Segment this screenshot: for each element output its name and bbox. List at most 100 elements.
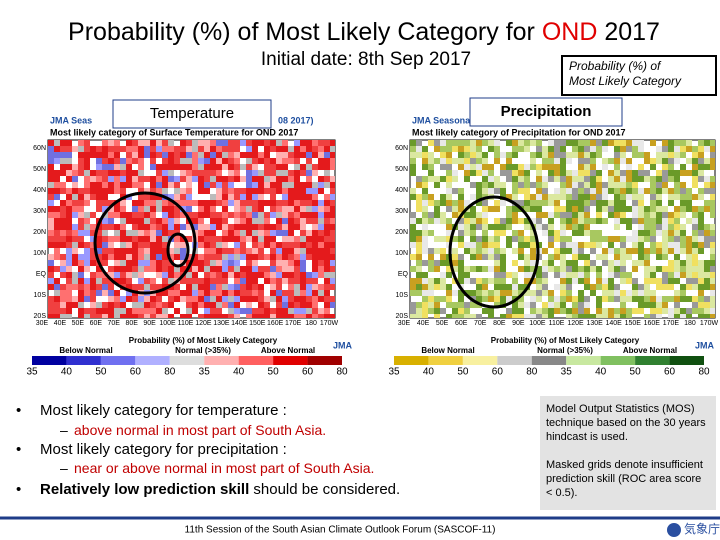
map-cell [108, 284, 114, 290]
map-cell [120, 314, 126, 318]
map-cell [698, 248, 704, 254]
map-cell [216, 182, 222, 188]
map-cell [446, 176, 452, 182]
map-cell [428, 152, 434, 158]
map-cell [264, 140, 270, 146]
map-cell [246, 170, 252, 176]
map-cell [240, 290, 246, 296]
map-cell [518, 242, 524, 248]
map-cell [488, 308, 494, 314]
map-cell [656, 254, 662, 260]
map-cell [554, 140, 560, 146]
map-cell [590, 140, 596, 146]
sub-bullet: – above normal in most part of South Asia… [60, 422, 327, 438]
map-cell [530, 248, 536, 254]
map-cell [710, 290, 715, 296]
map-cell [294, 236, 300, 242]
map-cell [156, 302, 162, 308]
map-cell [596, 212, 602, 218]
map-cell [162, 284, 168, 290]
map-cell [150, 260, 156, 266]
map-cell [54, 236, 60, 242]
map-cell [458, 146, 464, 152]
map-cell [240, 200, 246, 206]
map-cell [578, 224, 584, 230]
map-cell [264, 200, 270, 206]
map-cell [608, 206, 614, 212]
map-cell [638, 284, 644, 290]
map-cell [282, 314, 288, 318]
map-cell [626, 278, 632, 284]
lat-label: 10N [33, 250, 46, 257]
map-cell [108, 158, 114, 164]
map-cell [566, 236, 572, 242]
map-cell [168, 212, 174, 218]
map-cell [120, 188, 126, 194]
map-cell [276, 254, 282, 260]
map-cell [282, 152, 288, 158]
map-cell [602, 194, 608, 200]
map-cell [222, 260, 228, 266]
map-cell [78, 152, 84, 158]
map-cell [222, 212, 228, 218]
map-cell [216, 218, 222, 224]
map-cell [428, 194, 434, 200]
map-cell [554, 164, 560, 170]
map-cell [222, 224, 228, 230]
map-cell [78, 158, 84, 164]
map-cell [210, 182, 216, 188]
map-cell [686, 254, 692, 260]
map-cell [506, 224, 512, 230]
map-cell [228, 224, 234, 230]
map-cell [482, 164, 488, 170]
map-cell [318, 254, 324, 260]
map-cell [458, 194, 464, 200]
map-cell [138, 170, 144, 176]
map-cell [282, 212, 288, 218]
map-cell [584, 146, 590, 152]
map-cell [66, 266, 72, 272]
map-cell [126, 290, 132, 296]
map-cell [518, 146, 524, 152]
map-cell [584, 296, 590, 302]
map-cell [132, 206, 138, 212]
map-cell [144, 260, 150, 266]
map-cell [644, 278, 650, 284]
map-cell [264, 278, 270, 284]
map-cell [548, 158, 554, 164]
map-cell [294, 218, 300, 224]
map-cell [294, 140, 300, 146]
map-cell [488, 182, 494, 188]
map-cell [300, 152, 306, 158]
map-cell [434, 308, 440, 314]
map-cell [560, 182, 566, 188]
map-cell [306, 218, 312, 224]
map-cell [306, 278, 312, 284]
bullet: • Most likely category for temperature : [16, 402, 287, 419]
map-cell [210, 314, 216, 318]
lat-label: 20S [34, 313, 47, 320]
map-cell [500, 152, 506, 158]
map-cell [78, 146, 84, 152]
map-cell [108, 164, 114, 170]
map-cell [96, 194, 102, 200]
map-cell [288, 308, 294, 314]
map-cell [632, 218, 638, 224]
map-cell [294, 158, 300, 164]
map-cell [240, 308, 246, 314]
map-cell [324, 248, 330, 254]
map-cell [470, 248, 476, 254]
map-cell [108, 212, 114, 218]
map-cell [66, 218, 72, 224]
map-cell [276, 146, 282, 152]
bullet: • Most likely category for precipitation … [16, 441, 287, 458]
map-cell [494, 254, 500, 260]
map-cell [90, 224, 96, 230]
map-cell [66, 188, 72, 194]
map-cell [554, 272, 560, 278]
map-cell [192, 170, 198, 176]
map-cell [306, 152, 312, 158]
map-cell [662, 176, 668, 182]
lat-label: EQ [36, 271, 47, 278]
map-cell [602, 254, 608, 260]
